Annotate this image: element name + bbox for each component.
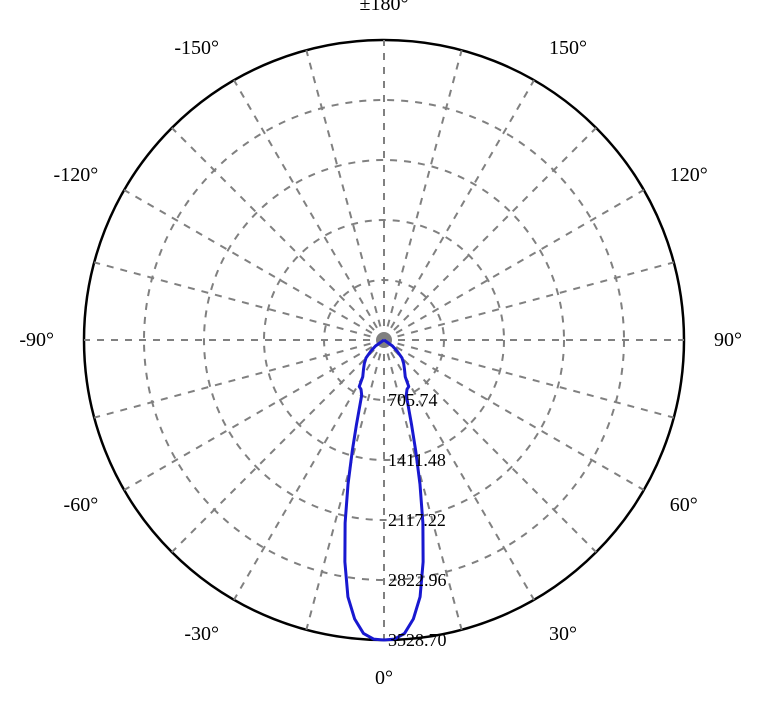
angle-label: 30° xyxy=(549,623,577,645)
angle-label: 150° xyxy=(549,37,587,59)
angle-label: -90° xyxy=(19,329,54,351)
angle-label: -60° xyxy=(64,494,99,516)
angle-label: -30° xyxy=(184,623,219,645)
radial-label: 705.74 xyxy=(388,390,438,410)
radial-label: 2822.96 xyxy=(388,570,447,590)
angle-label: 90° xyxy=(714,329,742,351)
radial-label: 2117.22 xyxy=(388,510,446,530)
polar-chart-svg: 705.74 1411.48 2117.22 2822.96 3528.70 0° 30° 6… xyxy=(0,0,769,714)
angle-label: 60° xyxy=(670,494,698,516)
angle-label: ±180° xyxy=(360,0,409,15)
angle-label: -120° xyxy=(54,164,99,186)
angle-label: -150° xyxy=(174,37,219,59)
radial-label: 3528.70 xyxy=(388,630,447,650)
polar-chart: 705.74 1411.48 2117.22 2822.96 3528.70 0° 30° 6… xyxy=(0,0,769,714)
angle-label: 120° xyxy=(670,164,708,186)
angle-label: 0° xyxy=(375,667,393,689)
radial-label: 1411.48 xyxy=(388,450,446,470)
